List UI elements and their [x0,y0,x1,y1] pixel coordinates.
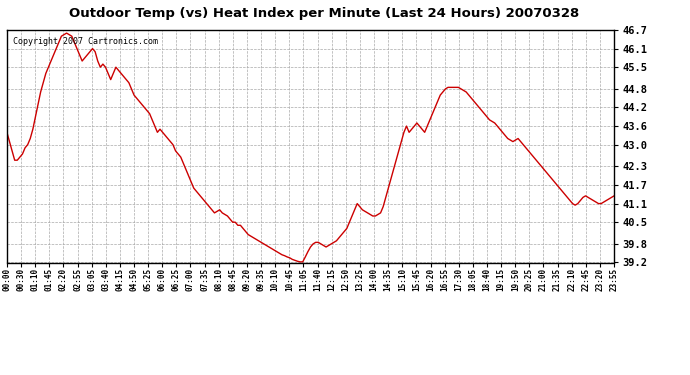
Text: Outdoor Temp (vs) Heat Index per Minute (Last 24 Hours) 20070328: Outdoor Temp (vs) Heat Index per Minute … [69,8,580,21]
Text: Copyright 2007 Cartronics.com: Copyright 2007 Cartronics.com [13,37,158,46]
